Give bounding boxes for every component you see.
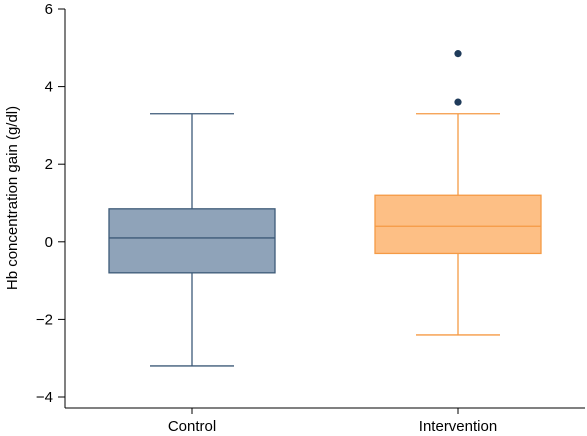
- x-tick-label: Control: [168, 418, 216, 435]
- outlier-point: [454, 98, 462, 106]
- x-ticks: Control Intervention: [168, 408, 497, 435]
- iqr-box: [108, 208, 276, 274]
- box-control: [108, 113, 276, 367]
- x-tick-label: Intervention: [419, 418, 497, 435]
- y-tick-label: 4: [45, 79, 53, 96]
- axes: 6 4 2 0 −2 −4 Control Intervention: [36, 1, 585, 435]
- box-intervention: [374, 50, 542, 336]
- y-tick-label: 0: [45, 234, 53, 251]
- y-axis-title: Hb concentration gain (g/dl): [4, 106, 21, 290]
- y-tick-label: −2: [36, 311, 53, 328]
- y-ticks: 6 4 2 0 −2 −4: [36, 1, 65, 406]
- y-tick-label: 6: [45, 1, 53, 18]
- y-tick-label: −4: [36, 389, 53, 406]
- outlier-point: [454, 50, 462, 58]
- iqr-box: [374, 194, 542, 255]
- boxes: [108, 50, 542, 367]
- y-tick-label: 2: [45, 156, 53, 173]
